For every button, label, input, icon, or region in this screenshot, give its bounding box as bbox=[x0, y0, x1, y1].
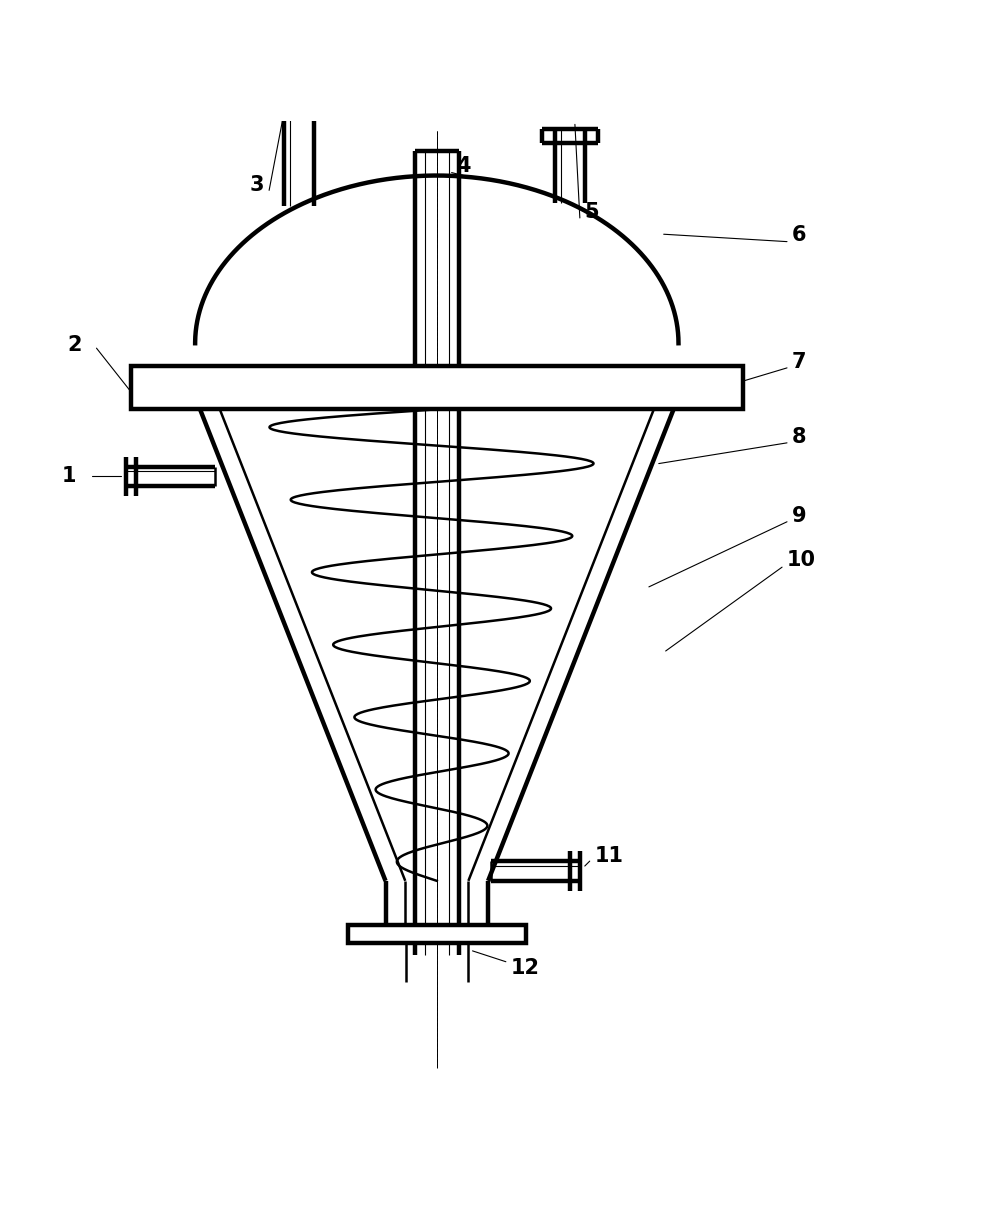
Text: 2: 2 bbox=[66, 336, 81, 355]
Text: 6: 6 bbox=[792, 225, 806, 245]
Bar bbox=[131, 366, 743, 409]
Text: 3: 3 bbox=[249, 176, 264, 195]
Text: 9: 9 bbox=[792, 506, 806, 526]
Text: 7: 7 bbox=[792, 351, 806, 372]
Text: 8: 8 bbox=[792, 426, 806, 447]
Text: 11: 11 bbox=[594, 847, 624, 866]
Text: 4: 4 bbox=[456, 156, 471, 176]
Text: 5: 5 bbox=[584, 202, 599, 222]
Bar bbox=[348, 925, 526, 943]
Text: 10: 10 bbox=[787, 551, 816, 570]
Text: 12: 12 bbox=[511, 957, 540, 977]
Text: 1: 1 bbox=[62, 466, 76, 487]
